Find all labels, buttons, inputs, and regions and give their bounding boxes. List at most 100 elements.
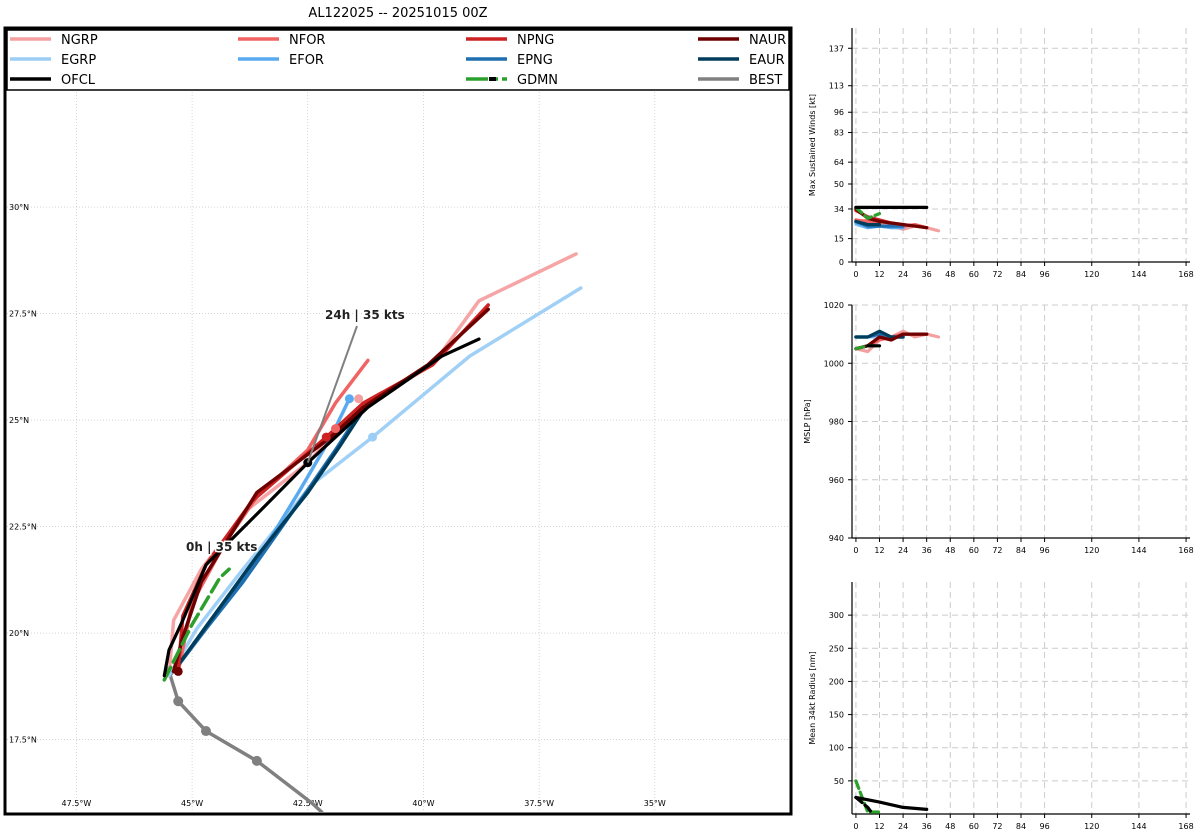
radius-panel: 0 12 24 36 48 60 72 84 96 120 144 168 50 100 150 200 250… [808,582,1194,831]
panel-y-tick-label: 300 [829,611,844,620]
panel-y-label: MSLP [hPa] [803,399,812,443]
panel-x-tick-label: 48 [945,270,955,279]
panel-y-tick-label: 15 [834,235,844,244]
legend-label-gdmn: GDMN [517,73,558,88]
panel-y-tick-label: 0 [839,258,844,267]
panel-x-tick-label: 12 [874,546,884,555]
map-y-tick-label: 17.5°N [9,736,37,745]
panel-y-label: Max Sustained Winds [kt] [808,94,817,196]
panel-y-tick-label: 50 [834,180,844,189]
panel-series-ofcl [854,795,929,812]
panel-x-tick-label: 24 [898,270,908,279]
panel-series-gdmn [854,205,882,220]
panel-x-tick-label: 168 [1178,546,1193,555]
panel-y-tick-label: 980 [829,418,844,427]
panel-y-label: Mean 34kt Radius [nm] [808,651,817,744]
best-track-point [173,696,184,707]
track-marker-naur [173,666,183,676]
panel-y-tick-label: 100 [829,744,844,753]
panel-x-tick-label: 72 [992,270,1002,279]
track-marker-nfor [331,424,341,434]
panel-x-tick-label: 0 [853,822,858,831]
legend-label-eaur: EAUR [749,53,785,68]
panel-y-tick-label: 113 [829,82,844,91]
map-x-tick-label: 47.5°W [62,799,92,808]
track-gdmn [162,567,231,682]
track-map-panel: 47.5°W 45°W 42.5°W 40°W 37.5°W 35°W 30°N 27.5°N… [3,26,793,816]
panel-x-tick-label: 48 [945,822,955,831]
panel-x-tick-label: 48 [945,546,955,555]
figure-title: AL122025 -- 20251015 00Z [308,6,487,21]
panel-x-tick-label: 0 [853,546,858,555]
panel-x-tick-label: 120 [1084,546,1099,555]
legend-label-npng: NPNG [517,33,554,48]
track-eaur [171,401,370,674]
panel-x-tick-label: 144 [1131,822,1146,831]
panel-x-tick-label: 96 [1039,546,1049,555]
panel-x-tick-label: 12 [874,822,884,831]
legend-label-naur: NAUR [749,33,786,48]
panel-y-tick-label: 250 [829,644,844,653]
track-marker-npng [321,432,331,442]
panel-x-tick-label: 60 [969,546,979,555]
panel-x-tick-label: 72 [992,822,1002,831]
panel-y-tick-label: 1000 [824,359,844,368]
panel-y-tick-label: 34 [834,205,844,214]
map-y-tick-label: 22.5°N [9,523,37,532]
track-marker-egrp [368,432,378,442]
legend-box [6,29,790,91]
legend: NGRP NFOR NPNG NAUR EGRP EFOR EPNG EAUR OFCL GDMN… [6,29,790,91]
map-x-tick-label: 45°W [181,799,203,808]
panel-x-tick-label: 36 [922,546,932,555]
track-best [167,669,324,812]
pressure-panel: 0 12 24 36 48 60 72 84 96 120 144 168 940 960 980 1000 1… [803,301,1194,555]
annotation-0h: 0h | 35 kts [186,540,257,554]
panel-x-tick-label: 168 [1178,822,1193,831]
panel-series-ofcl-tail [854,795,874,815]
panel-x-tick-label: 12 [874,270,884,279]
map-annotations: 0h | 35 kts 24h | 35 kts [185,307,407,556]
panel-x-tick-label: 96 [1039,270,1049,279]
intensity-panel: 0 12 24 36 48 60 72 84 96 120 144 168 0 15 34 50 64 83 96 1… [808,28,1194,279]
panel-x-tick-label: 60 [969,822,979,831]
map-tracks [162,252,583,812]
track-ofcl [162,337,481,678]
panel-x-tick-label: 120 [1084,822,1099,831]
panel-y-tick-label: 64 [834,158,844,167]
map-x-tick-label: 42.5°W [293,799,323,808]
annotation-24h: 24h | 35 kts [325,308,405,322]
panel-y-tick-label: 150 [829,711,844,720]
legend-label-efor: EFOR [289,53,324,68]
panel-y-tick-label: 940 [829,534,844,543]
track-marker-ngrp [354,394,364,404]
panel-x-tick-label: 36 [922,822,932,831]
legend-label-ngrp: NGRP [61,33,98,48]
panel-x-tick-label: 72 [992,546,1002,555]
panel-y-tick-label: 200 [829,677,844,686]
legend-label-epng: EPNG [517,53,553,68]
legend-label-best: BEST [749,73,782,88]
panel-x-tick-label: 36 [922,270,932,279]
panel-x-tick-label: 144 [1131,546,1146,555]
panel-x-tick-label: 60 [969,270,979,279]
best-track-point [200,726,211,737]
legend-label-nfor: NFOR [289,33,325,48]
legend-gdmn-accent [489,77,496,81]
map-x-tick-label: 35°W [644,799,666,808]
panel-x-tick-label: 84 [1016,822,1026,831]
map-y-tick-label: 20°N [9,629,29,638]
map-y-tick-label: 25°N [9,416,29,425]
panel-y-tick-label: 137 [829,44,844,53]
panel-x-tick-label: 24 [898,546,908,555]
panel-y-tick-label: 83 [834,129,844,138]
track-marker-efor [344,394,354,404]
panel-x-tick-label: 168 [1178,270,1193,279]
map-grid: 47.5°W 45°W 42.5°W 40°W 37.5°W 35°W 30°N 27.5°N… [7,92,789,812]
map-y-tick-label: 27.5°N [9,310,37,319]
panel-x-tick-label: 96 [1039,822,1049,831]
panel-y-tick-label: 960 [829,476,844,485]
map-x-tick-label: 40°W [412,799,434,808]
annotation-leader [306,325,358,463]
panel-series-gdmn [854,779,882,814]
